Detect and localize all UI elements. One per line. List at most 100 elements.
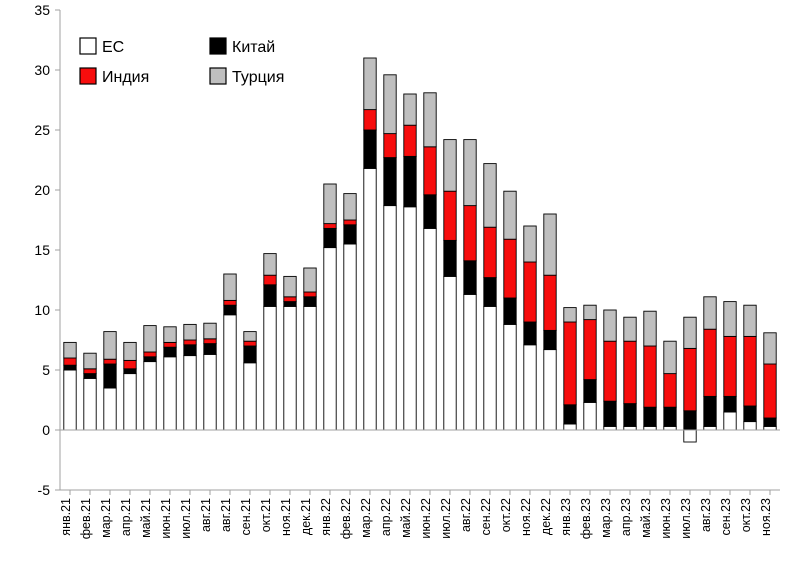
bar-segment [124, 360, 136, 368]
bar-segment [384, 134, 396, 158]
x-tick-label: окт.21 [259, 498, 273, 532]
bar-segment [424, 195, 436, 229]
x-tick-label: май.21 [139, 498, 153, 538]
bar-segment [404, 207, 416, 430]
legend-swatch [210, 38, 226, 54]
x-tick-label: окт.23 [739, 498, 753, 532]
bar-segment [544, 330, 556, 349]
y-tick-label: 15 [34, 242, 50, 258]
x-tick-label: май.22 [399, 498, 413, 538]
bar-segment [284, 306, 296, 430]
bar-segment [744, 406, 756, 422]
bar-segment [484, 227, 496, 277]
chart-container: -505101520253035янв.21фев.21мар.21апр.21… [0, 0, 797, 563]
legend-swatch [80, 68, 96, 84]
bar-segment [664, 374, 676, 408]
bar-segment [624, 404, 636, 427]
x-tick-label: июл.23 [679, 498, 693, 539]
bar-segment [384, 158, 396, 206]
x-tick-label: дек.22 [539, 498, 553, 535]
bar-segment [84, 374, 96, 379]
bar-segment [404, 94, 416, 125]
bar-segment [504, 191, 516, 239]
x-tick-label: фев.23 [579, 498, 593, 539]
bar-segment [244, 346, 256, 363]
x-tick-label: авг.22 [459, 498, 473, 532]
y-tick-label: -5 [38, 482, 51, 498]
bar-segment [724, 412, 736, 430]
bar-segment [184, 324, 196, 340]
bar-segment [484, 278, 496, 307]
bar-segment [524, 226, 536, 262]
bar-segment [684, 411, 696, 430]
bar-segment [264, 285, 276, 307]
y-tick-label: 30 [34, 62, 50, 78]
bar-segment [304, 306, 316, 430]
bar-segment [444, 276, 456, 430]
bar-segment [564, 405, 576, 424]
bar-segment [224, 300, 236, 305]
x-tick-label: июл.21 [179, 498, 193, 539]
bar-segment [104, 388, 116, 430]
bar-segment [384, 75, 396, 134]
bar-segment [144, 362, 156, 430]
bar-segment [564, 424, 576, 430]
x-tick-label: апр.21 [119, 498, 133, 536]
bar-segment [364, 168, 376, 430]
bar-segment [524, 322, 536, 345]
x-tick-label: янв.21 [59, 498, 73, 536]
bar-segment [264, 254, 276, 276]
x-tick-label: фев.21 [79, 498, 93, 539]
bar-segment [524, 345, 536, 430]
x-tick-label: май.23 [639, 498, 653, 538]
bar-segment [764, 364, 776, 418]
bar-segment [704, 426, 716, 430]
y-tick-label: 35 [34, 2, 50, 18]
x-tick-label: сен.23 [719, 498, 733, 536]
bar-segment [644, 311, 656, 346]
stacked-bar-chart: -505101520253035янв.21фев.21мар.21апр.21… [0, 0, 797, 563]
bar-segment [584, 380, 596, 403]
bar-segment [104, 359, 116, 364]
bar-segment [504, 239, 516, 298]
bar-segment [124, 342, 136, 360]
bar-segment [624, 317, 636, 341]
bar-segment [124, 374, 136, 430]
bar-segment [364, 110, 376, 130]
bar-segment [164, 347, 176, 357]
bar-segment [464, 206, 476, 261]
bar-segment [584, 305, 596, 319]
x-tick-label: янв.23 [559, 498, 573, 536]
bar-segment [184, 340, 196, 345]
x-tick-label: ноя.23 [759, 498, 773, 536]
x-tick-label: апр.23 [619, 498, 633, 536]
bar-segment [264, 306, 276, 430]
x-tick-label: янв.22 [319, 498, 333, 536]
bar-segment [664, 341, 676, 373]
bar-segment [564, 308, 576, 322]
bar-segment [64, 365, 76, 370]
x-tick-label: мар.22 [359, 498, 373, 538]
bar-segment [384, 206, 396, 430]
bar-segment [204, 344, 216, 355]
bar-segment [144, 352, 156, 357]
bar-segment [284, 297, 296, 302]
bar-segment [364, 130, 376, 168]
bar-segment [324, 184, 336, 224]
bar-segment [424, 93, 436, 147]
x-tick-label: мар.21 [99, 498, 113, 538]
x-tick-label: авг.21 [219, 498, 233, 532]
bar-segment [124, 369, 136, 374]
bar-segment [324, 224, 336, 229]
bar-segment [464, 261, 476, 295]
x-tick-label: июн.23 [659, 498, 673, 539]
bar-segment [624, 341, 636, 403]
legend-label: Индия [102, 69, 149, 86]
bar-segment [704, 297, 716, 329]
bar-segment [604, 341, 616, 401]
bar-segment [644, 407, 656, 426]
bar-segment [684, 317, 696, 348]
bar-segment [84, 353, 96, 369]
bar-segment [664, 407, 676, 426]
y-tick-label: 20 [34, 182, 50, 198]
